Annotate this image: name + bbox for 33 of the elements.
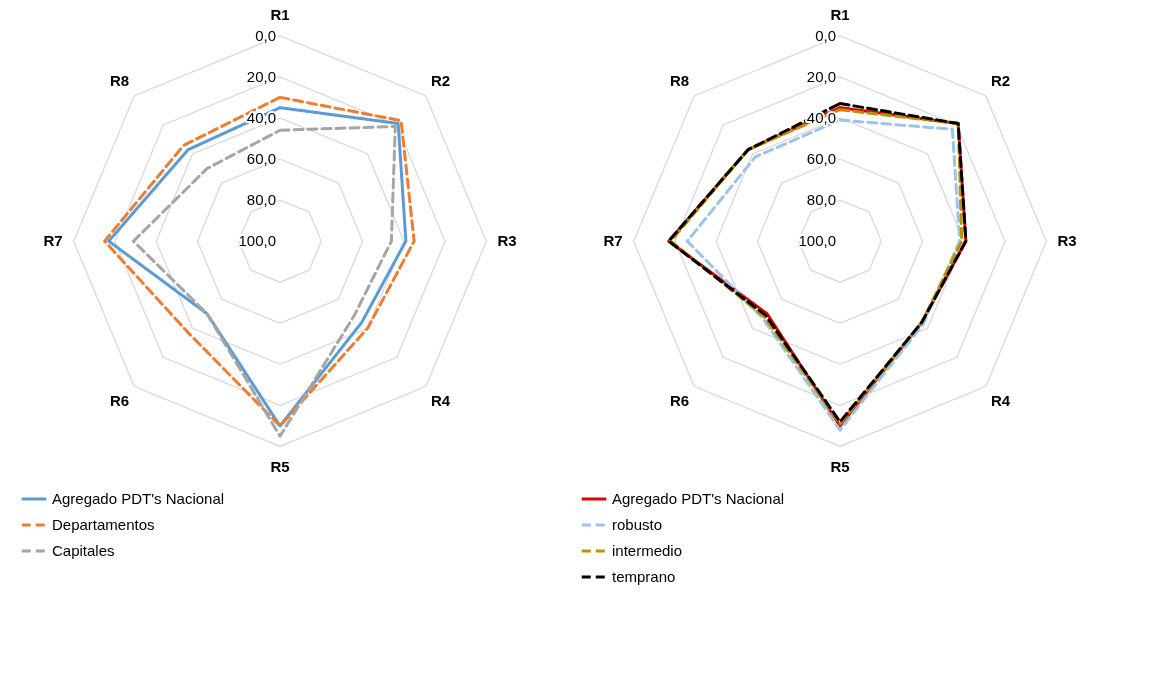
y-tick-label: 80,0: [806, 191, 836, 209]
spoke-label: R1: [270, 6, 290, 24]
legend-label: intermedio: [612, 542, 683, 559]
spoke-label: R4: [430, 391, 451, 409]
legend-label: Agregado PDT's Nacional: [612, 490, 785, 507]
y-tick-label: 60,0: [246, 150, 276, 167]
spoke-label: R3: [497, 232, 517, 250]
y-tick-label: 100,0: [798, 232, 836, 250]
spoke-label: R6: [109, 391, 130, 409]
spoke-label: R4: [990, 391, 1011, 409]
spoke-label: R3: [1057, 232, 1077, 250]
y-tick-label: 20,0: [806, 67, 836, 85]
spoke-label: R8: [109, 72, 130, 90]
y-tick-label: 60,0: [806, 150, 836, 167]
spoke-label: R6: [669, 391, 690, 409]
spoke-label: R5: [830, 458, 850, 475]
spoke-label: R7: [603, 232, 623, 250]
y-tick-label: 100,0: [238, 232, 276, 250]
y-tick-label: 0,0: [815, 26, 836, 44]
spoke-label: R1: [830, 6, 850, 24]
y-tick-label: 20,0: [246, 67, 276, 85]
y-tick-label: 0,0: [255, 26, 276, 44]
legend-label: robusto: [612, 516, 663, 533]
spoke-label: R7: [43, 232, 63, 250]
legend-label: Agregado PDT's Nacional: [52, 490, 225, 507]
spoke-label: R2: [430, 72, 451, 90]
spoke-label: R5: [270, 458, 290, 475]
legend-label: Departamentos: [52, 516, 155, 533]
spoke-label: R2: [990, 72, 1011, 90]
y-tick-label: 80,0: [246, 191, 276, 209]
legend-label: Capitales: [52, 542, 115, 559]
legend-label: temprano: [612, 568, 676, 585]
spoke-label: R8: [669, 72, 690, 90]
